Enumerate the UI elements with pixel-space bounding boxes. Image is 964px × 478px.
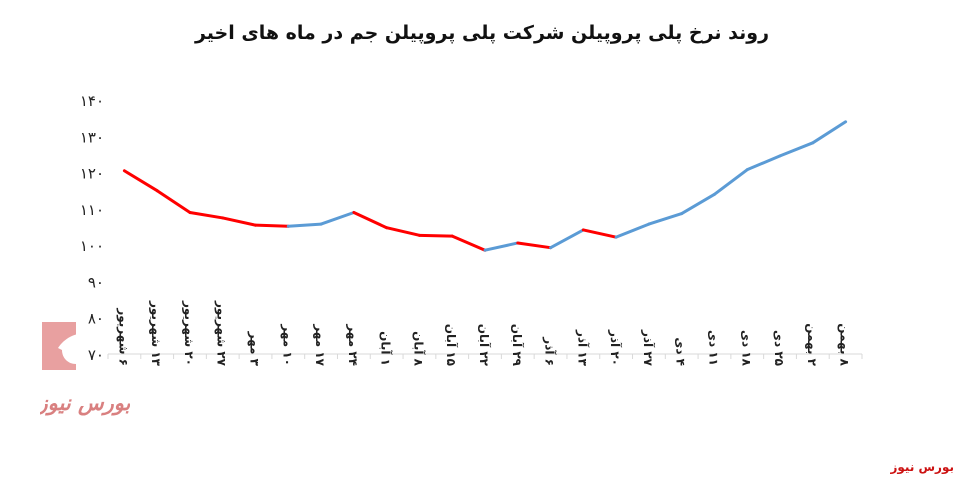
x-tick-label: ۲۰ شهریور bbox=[181, 300, 196, 366]
x-tick-label: ۶ شهریور bbox=[115, 307, 130, 366]
line-segment bbox=[417, 233, 454, 238]
line-segment bbox=[286, 222, 323, 228]
line-segment bbox=[614, 222, 651, 239]
y-tick-label: ۱۲۰ bbox=[80, 165, 104, 183]
line-segment bbox=[712, 168, 749, 196]
data-line bbox=[122, 120, 848, 252]
line-segment bbox=[778, 141, 815, 158]
line-segment bbox=[122, 169, 159, 193]
x-tick-label: ۱ آبان bbox=[379, 331, 394, 366]
line-segment bbox=[188, 210, 225, 220]
y-tick-label: ۸۰ bbox=[88, 310, 104, 328]
y-tick-label: ۱۰۰ bbox=[80, 237, 104, 255]
x-axis: ۶ شهریور ۱۳ شهریور ۲۰ شهریور ۲۷ شهریور ۳ مهر… bbox=[107, 300, 863, 367]
line-segment bbox=[483, 241, 520, 252]
y-tick-label: ۷۰ bbox=[88, 346, 104, 364]
x-tick-label: ۲۵ دی bbox=[772, 330, 786, 366]
line-segment bbox=[680, 192, 716, 216]
x-tick-label: ۶ آذر bbox=[543, 336, 558, 366]
x-tick-label: ۱۷ مهر bbox=[313, 323, 327, 366]
line-segment bbox=[516, 241, 553, 250]
watermark-text: بورس نیوز bbox=[40, 390, 130, 416]
line-segment bbox=[155, 189, 192, 214]
watermark-swoosh bbox=[58, 333, 114, 354]
x-tick-label: ۲۷ شهریور bbox=[214, 300, 229, 367]
line-segment bbox=[385, 226, 421, 237]
x-tick-label: ۴ دی bbox=[674, 337, 688, 366]
chart-title: روند نرخ پلی پروپیلن شرکت پلی پروپیلن جم… bbox=[194, 22, 770, 44]
x-tick-label: ۸ بهمن bbox=[838, 323, 852, 366]
line-segment bbox=[352, 210, 389, 230]
line-segment bbox=[745, 154, 782, 172]
y-tick-label: ۱۳۰ bbox=[80, 128, 104, 146]
x-tick-label: ۱۳ شهریور bbox=[148, 300, 163, 367]
x-tick-label: ۳ مهر bbox=[248, 331, 262, 367]
line-segment bbox=[254, 223, 290, 228]
x-tick-label: ۱۰ مهر bbox=[280, 323, 294, 366]
source-label: بورس نیوز bbox=[890, 460, 954, 474]
x-tick-label: ۲۲ آبان bbox=[477, 324, 492, 367]
line-segment bbox=[811, 120, 848, 145]
watermark-logo: بورس نیوز bbox=[40, 322, 130, 416]
x-tick-label: ۲۹ آبان bbox=[510, 324, 525, 367]
y-tick-label: ۱۱۰ bbox=[80, 201, 104, 219]
x-tick-label: ۲۷ آذر bbox=[641, 329, 656, 367]
line-segment bbox=[319, 210, 356, 226]
x-tick-label: ۱۸ دی bbox=[739, 330, 753, 367]
watermark-shape bbox=[42, 322, 76, 370]
y-tick-label: ۱۴۰ bbox=[80, 92, 104, 110]
x-tick-label: ۲۰ آذر bbox=[608, 329, 623, 366]
y-tick-label: ۹۰ bbox=[88, 273, 104, 291]
x-tick-label: ۲ بهمن bbox=[805, 323, 819, 366]
line-segment bbox=[549, 228, 585, 250]
x-tick-label: ۸ آبان bbox=[411, 331, 426, 367]
line-segment bbox=[450, 234, 487, 252]
x-tick-label: ۱۱ دی bbox=[706, 330, 720, 366]
line-segment bbox=[647, 212, 684, 226]
line-segment bbox=[581, 228, 618, 239]
x-tick-label: ۱۳ آذر bbox=[575, 329, 590, 367]
x-tick-label: ۲۴ مهر bbox=[346, 323, 360, 366]
y-axis: ۱۴۰ ۱۳۰ ۱۲۰ ۱۱۰ ۱۰۰ ۹۰ ۸۰ ۷۰ bbox=[80, 92, 104, 364]
line-segment bbox=[221, 216, 258, 227]
x-tick-label: ۱۵ آبان bbox=[444, 324, 459, 366]
